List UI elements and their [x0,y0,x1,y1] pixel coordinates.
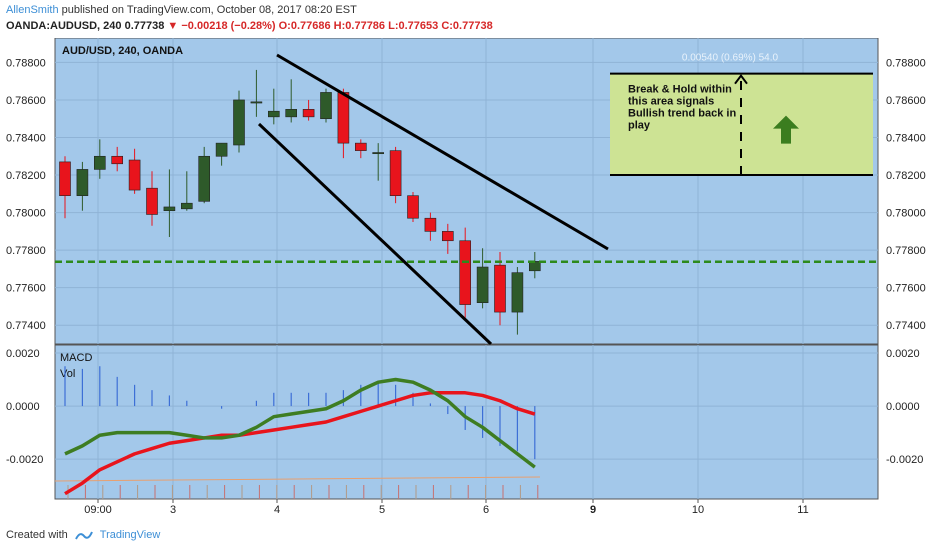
candle-body[interactable] [146,187,158,215]
y-tick-label-right: 0.78800 [886,57,926,69]
macd-y-tick-right: 0.0020 [886,348,920,360]
y-tick-label-left: 0.77400 [6,320,46,332]
y-tick-label-left: 0.78600 [6,95,46,107]
x-tick-label: 6 [483,504,489,516]
candle-body[interactable] [337,92,350,144]
time-axis[interactable]: 09:00 3 4 5 6 9 10 11 [84,499,809,516]
tradingview-logo-icon [74,531,93,540]
x-tick-label: 10 [692,504,704,516]
vol-label: Vol [60,368,75,380]
macd-y-tick-left: 0.0020 [6,348,40,360]
candle-body[interactable] [250,101,263,104]
y-tick-label-right: 0.77800 [886,245,926,257]
y-tick-label-left: 0.77600 [6,283,46,295]
candle-body[interactable] [511,272,524,313]
macd-signal-line[interactable] [64,391,536,496]
measure-arrowhead [734,74,748,85]
candle-body[interactable] [407,195,419,219]
candle-body[interactable] [302,109,315,118]
price-pane[interactable]: 0.78800 0.78800 0.78600 0.78600 0.78400 0.784… [6,38,926,346]
y-tick-label-right: 0.78200 [886,170,926,182]
y-tick-label-right: 0.77600 [886,283,926,295]
macd-y-tick-right: -0.0020 [886,454,923,466]
x-tick-label: 5 [379,504,385,516]
open-value: O:0.77686 [278,20,331,32]
candle-body[interactable] [389,150,402,196]
low-value: L:0.77653 [388,20,439,32]
last-price: 0.77738 [124,20,165,32]
published-text: published on TradingView.com, October 08… [61,4,357,16]
candle-body[interactable] [424,217,437,232]
close-value: C:0.77738 [441,20,493,32]
x-tick-label: 11 [797,504,808,516]
macd-line[interactable] [64,377,536,469]
created-with: Created with TradingView [6,529,160,541]
candle-body[interactable] [441,231,454,242]
volume-ma-line [54,476,541,482]
candle-body[interactable] [111,155,123,165]
candle-body[interactable] [285,109,298,118]
macd-y-tick-left: 0.0000 [6,401,40,413]
x-tick-label: 4 [274,504,280,516]
y-tick-label-right: 0.78000 [886,208,926,220]
y-tick-label-right: 0.78400 [886,132,926,144]
upper-trendline[interactable] [276,53,609,251]
y-tick-label-left: 0.78000 [6,208,46,220]
price-change: −0.00218 (−0.28%) [181,20,276,32]
y-tick-label-right: 0.78600 [886,95,926,107]
y-tick-label-left: 0.78200 [6,170,46,182]
y-tick-label-right: 0.77400 [886,320,926,332]
y-tick-label-left: 0.78400 [6,132,46,144]
macd-pane[interactable]: 0.0020 0.0020 0.0000 0.0000 -0.0020 -0.0020 MA… [6,344,923,500]
x-tick-label: 09:00 [84,504,112,516]
author-name[interactable]: AllenSmith [6,4,59,16]
macd-y-tick-right: 0.0000 [886,401,920,413]
candle-body[interactable] [163,206,176,212]
price-pane-title: AUD/USD, 240, OANDA [62,45,183,57]
lower-trendline[interactable] [257,122,493,346]
x-tick-label: 3 [170,504,176,516]
author-line: AllenSmith published on TradingView.com,… [6,4,357,16]
candle-body[interactable] [76,169,89,196]
macd-plot-area[interactable] [54,344,879,500]
candle-body[interactable] [320,92,332,120]
candle-body[interactable] [94,155,106,170]
annotation-text-line: this area signals [628,96,714,108]
y-tick-label-left: 0.77800 [6,245,46,257]
measure-label: 0.00540 (0.69%) 54.0 [682,53,779,64]
y-tick-label-left: 0.78800 [6,57,46,69]
x-tick-label: 9 [590,504,596,516]
candle-body[interactable] [59,161,71,196]
created-with-label: Created with [6,529,68,541]
candle-body[interactable] [215,142,228,157]
down-triangle-icon: ▼ [167,20,179,32]
candle-body[interactable] [128,159,141,191]
candle-body[interactable] [198,155,210,202]
annotation-text-line: Bullish trend back in [628,108,736,120]
footer: Created with TradingView [0,520,932,550]
ohlc-line: OANDA:AUDUSD, 240 0.77738 ▼ −0.00218 (−0… [6,20,493,32]
tradingview-brand[interactable]: TradingView [99,529,161,541]
candle-body[interactable] [181,202,193,210]
high-value: H:0.77786 [333,20,386,32]
bullish-arrow-icon [773,115,799,144]
macd-y-tick-left: -0.0020 [6,454,43,466]
candle-body[interactable] [354,142,367,151]
candle-body[interactable] [267,110,280,118]
target-zone[interactable] [610,73,873,176]
chart-header: AllenSmith published on TradingView.com,… [0,0,932,38]
annotation-text-line: play [628,120,651,132]
chart-canvas[interactable]: 0.78800 0.78800 0.78600 0.78600 0.78400 0.784… [0,38,932,520]
candle-body[interactable] [494,264,506,313]
annotation-text-line: Break & Hold within [628,84,732,96]
macd-pane-title: MACD [60,352,92,364]
candle-body[interactable] [372,152,385,155]
candle-body[interactable] [459,240,472,305]
symbol-label: OANDA:AUDUSD, 240 [6,20,122,32]
candle-body[interactable] [233,99,245,146]
candle-body[interactable] [476,266,489,303]
